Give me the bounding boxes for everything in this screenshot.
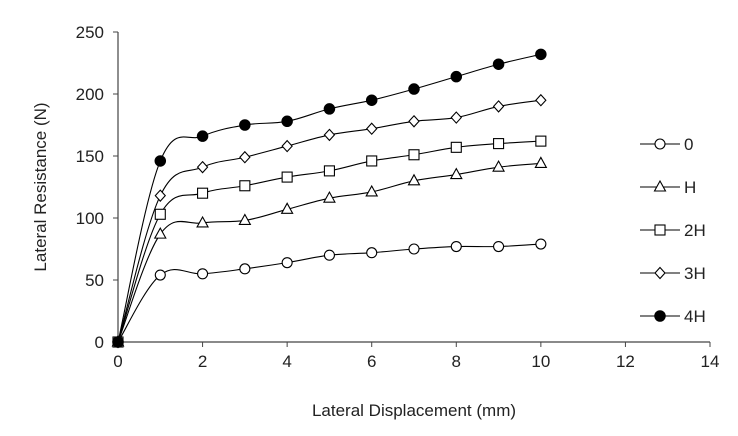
data-point xyxy=(407,173,421,186)
data-point xyxy=(197,187,209,199)
legend-marker xyxy=(654,266,666,280)
data-point xyxy=(493,138,505,150)
data-point xyxy=(281,139,293,153)
y-tick-label: 0 xyxy=(95,333,104,352)
legend-label: H xyxy=(684,178,696,197)
data-point xyxy=(323,103,336,115)
data-point xyxy=(196,130,209,142)
x-tick-label: 10 xyxy=(531,352,550,371)
series-line xyxy=(117,53,541,343)
y-tick-label: 100 xyxy=(76,209,104,228)
data-point xyxy=(154,189,167,202)
legend-item: 2H xyxy=(640,221,706,240)
data-point xyxy=(281,257,293,269)
data-point xyxy=(153,226,167,239)
data-point xyxy=(154,269,166,281)
data-point xyxy=(366,155,378,167)
legend-label: 0 xyxy=(684,135,693,154)
x-tick-labels: 0 2 4 6 8 10 12 14 xyxy=(113,352,719,371)
data-point xyxy=(408,149,420,161)
data-point xyxy=(239,150,251,164)
data-point xyxy=(408,243,420,255)
data-point xyxy=(239,119,251,131)
x-tick-label: 2 xyxy=(198,352,207,371)
series-layer xyxy=(111,48,548,349)
legend-item: 3H xyxy=(640,264,706,283)
data-point xyxy=(196,215,210,228)
x-tick-label: 8 xyxy=(452,352,461,371)
data-point xyxy=(323,128,336,142)
data-point xyxy=(534,156,548,168)
data-point xyxy=(280,202,294,214)
series-0 xyxy=(112,238,547,348)
data-point xyxy=(112,336,124,348)
data-point xyxy=(365,94,378,106)
data-point xyxy=(450,240,462,253)
y-tick-label: 250 xyxy=(76,23,104,42)
y-tick-label: 200 xyxy=(76,85,104,104)
data-point xyxy=(492,100,505,113)
y-tick-label: 50 xyxy=(85,271,104,290)
legend-item: H xyxy=(640,178,696,197)
data-point xyxy=(323,165,335,177)
data-point xyxy=(238,213,252,226)
data-point xyxy=(535,93,547,107)
legend-label: 2H xyxy=(684,221,706,240)
data-point xyxy=(365,122,378,136)
axes xyxy=(113,31,711,347)
data-point xyxy=(281,115,293,128)
legend-marker xyxy=(654,224,666,236)
series-2H xyxy=(112,135,547,348)
data-point xyxy=(322,191,336,203)
data-point xyxy=(535,48,547,61)
y-tick-label: 150 xyxy=(76,147,104,166)
data-point xyxy=(449,167,463,180)
data-point xyxy=(450,111,463,124)
x-tick-label: 14 xyxy=(701,352,720,371)
legend-item: 0 xyxy=(640,135,693,154)
data-point xyxy=(493,240,505,253)
data-point xyxy=(450,70,463,83)
legend: 0 H 2H 3H 4H xyxy=(640,135,706,326)
y-axis-title: Lateral Resistance (N) xyxy=(31,102,50,271)
data-point xyxy=(408,114,420,128)
legend-label: 4H xyxy=(684,307,706,326)
y-tick-labels: 0 50 100 150 200 250 xyxy=(76,23,104,352)
data-point xyxy=(323,249,335,261)
data-point xyxy=(154,155,167,167)
data-point xyxy=(492,160,506,172)
x-tick-label: 6 xyxy=(367,352,376,371)
data-point xyxy=(239,180,251,192)
data-point xyxy=(239,263,251,275)
data-point xyxy=(535,135,547,147)
legend-marker xyxy=(654,138,666,150)
data-point xyxy=(197,268,209,280)
data-point xyxy=(450,141,462,153)
data-point xyxy=(366,247,378,259)
x-axis-title: Lateral Displacement (mm) xyxy=(312,401,516,420)
data-point xyxy=(154,208,166,220)
data-point xyxy=(281,171,293,183)
legend-marker xyxy=(654,310,666,322)
data-point xyxy=(492,58,505,70)
data-point xyxy=(365,184,379,197)
data-point xyxy=(196,160,209,174)
data-point xyxy=(408,83,420,95)
x-tick-label: 0 xyxy=(113,352,122,371)
x-tick-label: 12 xyxy=(616,352,635,371)
x-tick-label: 4 xyxy=(282,352,291,371)
series-4H xyxy=(112,48,547,348)
legend-item: 4H xyxy=(640,307,706,326)
legend-label: 3H xyxy=(684,264,706,283)
series-line xyxy=(117,99,541,343)
legend-marker xyxy=(653,179,667,192)
data-point xyxy=(535,238,547,250)
series-line xyxy=(117,140,541,343)
